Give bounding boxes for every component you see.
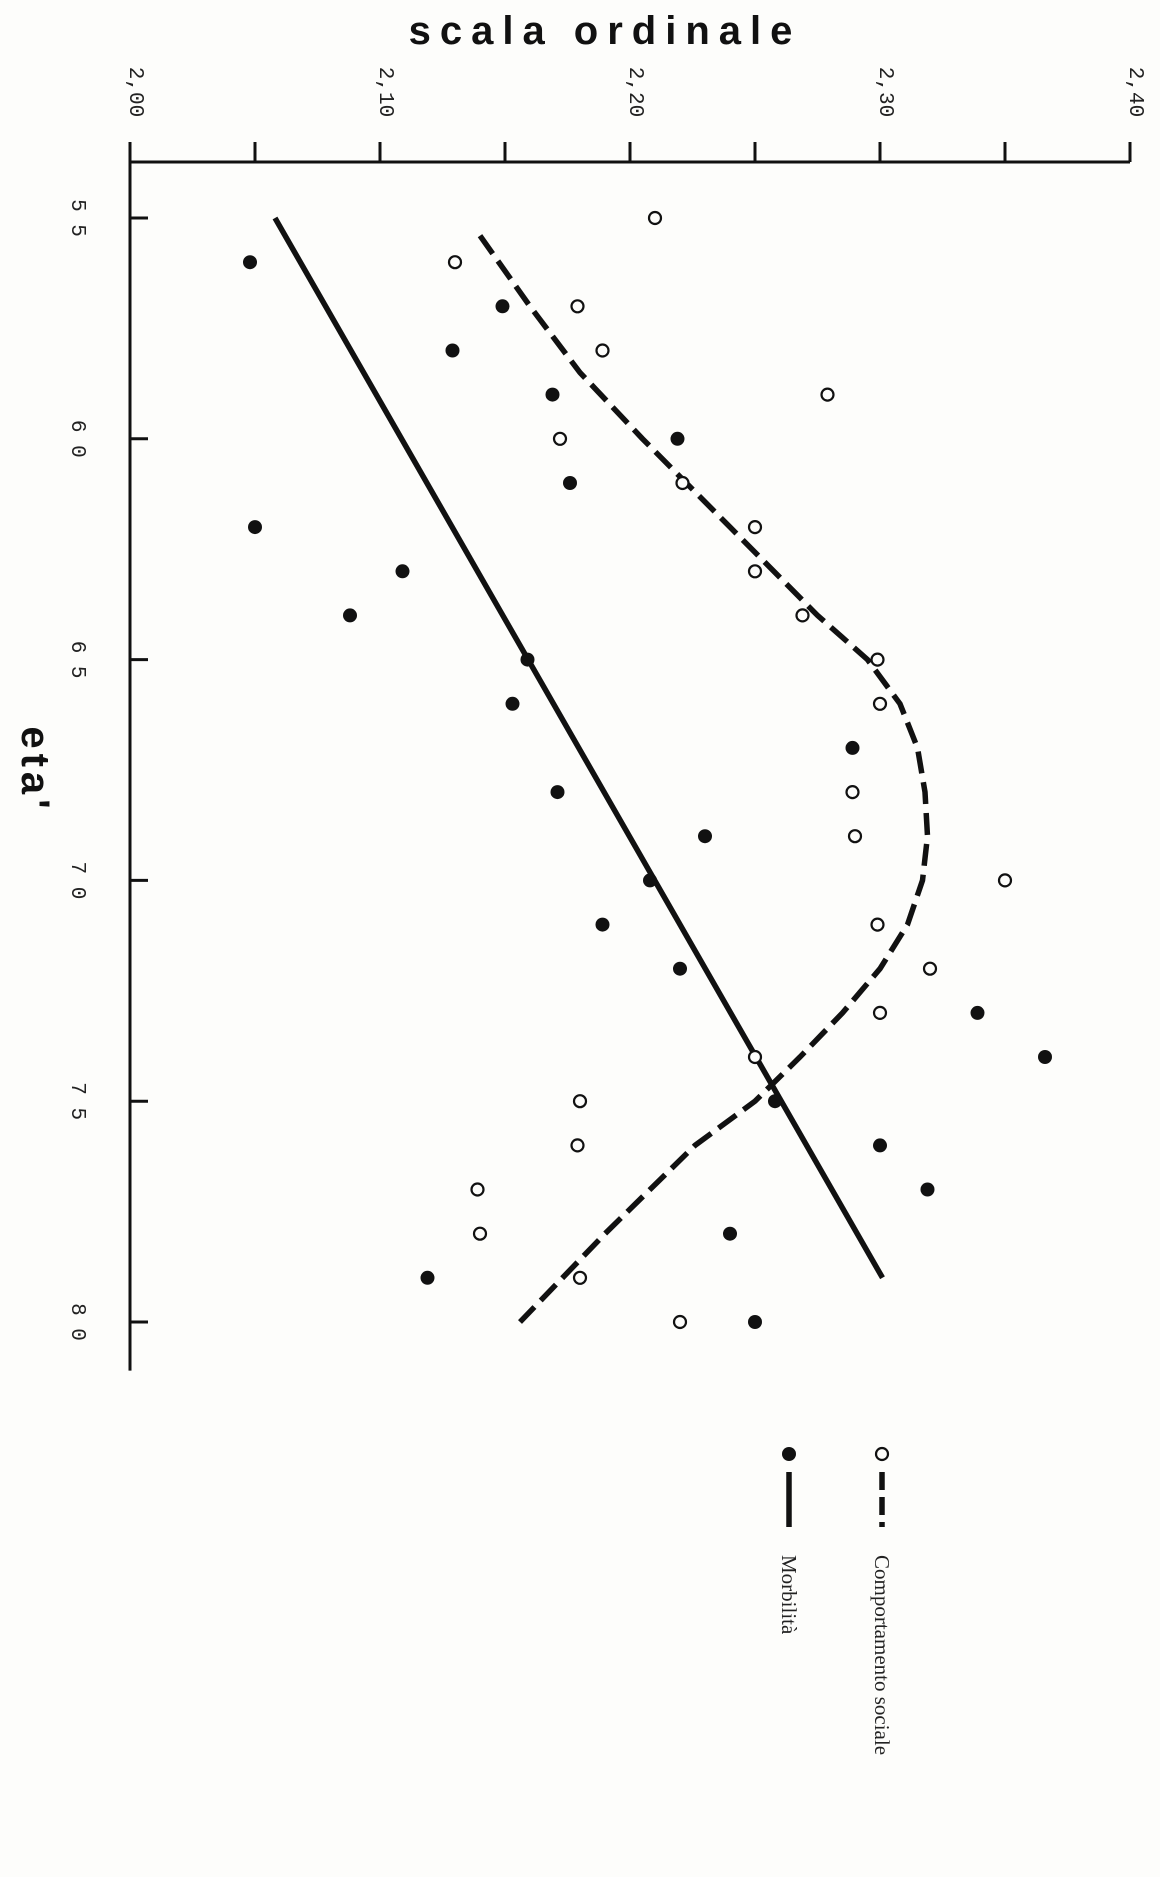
- value-tick-label: 2,30: [873, 67, 896, 117]
- morbidity-point: [520, 652, 535, 667]
- social-behaviour-point: [447, 255, 463, 270]
- data-points: [243, 210, 1052, 1330]
- legend-marker: [874, 1446, 890, 1462]
- social-behaviour-point: [572, 1094, 588, 1109]
- age-tick-label: 7 0: [65, 861, 88, 899]
- morbidity-point: [698, 829, 712, 844]
- legend-label: Morbilità: [777, 1555, 801, 1635]
- social-behaviour-point: [820, 387, 835, 402]
- social-behaviour-point: [747, 1049, 763, 1065]
- morbidity-point: [768, 1094, 782, 1109]
- legend: Morbilità Comportamento sociale: [777, 1446, 894, 1755]
- social-behaviour-point: [747, 564, 763, 579]
- morbidity-point: [920, 1182, 935, 1197]
- morbidity-point: [495, 299, 510, 314]
- social-behaviour-point: [572, 1270, 588, 1285]
- social-behaviour-point: [552, 431, 568, 446]
- morbidity-point: [970, 1005, 985, 1020]
- social-behaviour-point: [672, 1314, 688, 1330]
- morbidity-point: [748, 1315, 762, 1329]
- social-behaviour-point: [845, 784, 860, 800]
- morbidity-point: [545, 387, 560, 402]
- legend-marker: [782, 1447, 796, 1461]
- social-behaviour-point: [922, 961, 938, 976]
- morbidity-point: [550, 785, 565, 800]
- social-behaviour-point: [997, 873, 1013, 888]
- social-behaviour-point: [795, 608, 810, 623]
- morbidity-point: [445, 343, 460, 358]
- social-behaviour-point: [870, 652, 885, 667]
- social-behaviour-point: [872, 696, 888, 711]
- morbidity-point: [243, 255, 257, 270]
- legend-label: Comportamento sociale: [870, 1555, 894, 1755]
- social-behaviour-point: [647, 210, 663, 226]
- value-tick-label: 2,20: [623, 67, 646, 117]
- morbidity-point: [563, 476, 577, 490]
- value-tick-label: 2,40: [1123, 67, 1146, 117]
- social-behaviour-point: [470, 1182, 485, 1197]
- age-axis-title: eta': [13, 726, 57, 813]
- age-axis-ticks: 5 5 6 0 6 5 7 0 7 5 8 0: [65, 199, 148, 1341]
- morbidity-point: [420, 1270, 435, 1285]
- value-tick-label: 2,10: [373, 67, 396, 117]
- social-behaviour-point: [870, 917, 885, 932]
- morbidity-point: [343, 608, 357, 623]
- morbidity-point: [670, 431, 685, 446]
- morbidity-fit-line: [272, 216, 885, 1280]
- fit-lines: [272, 216, 931, 1324]
- social-behaviour-point: [675, 475, 690, 491]
- morbidity-point: [505, 696, 520, 711]
- morbidity-point: [723, 1226, 737, 1241]
- morbidity-point: [248, 520, 262, 535]
- social-behaviour-point: [595, 343, 610, 358]
- social-behaviour-point: [570, 1138, 585, 1153]
- morbidity-point: [643, 873, 657, 888]
- social-behaviour-point: [747, 519, 763, 535]
- axes: [128, 160, 1130, 1371]
- value-axis-title: scala ordinale: [409, 9, 802, 53]
- value-axis-ticks: 2,00 2,10 2,20 2,30 2,40: [123, 67, 1146, 162]
- age-tick-label: 7 5: [65, 1082, 88, 1120]
- social-behaviour-point: [472, 1226, 488, 1241]
- age-tick-label: 6 0: [65, 420, 88, 458]
- social-behaviour-point: [847, 829, 863, 844]
- morbidity-point: [845, 740, 860, 755]
- value-tick-label: 2,00: [123, 67, 146, 117]
- social-behaviour-fit-line: [477, 234, 931, 1324]
- morbidity-point: [595, 917, 610, 932]
- age-tick-label: 8 0: [65, 1303, 88, 1341]
- morbidity-point: [1038, 1050, 1052, 1064]
- age-tick-label: 6 5: [65, 641, 88, 679]
- social-behaviour-point: [872, 1005, 888, 1021]
- social-behaviour-point: [570, 299, 585, 314]
- morbidity-point: [395, 564, 410, 579]
- morbidity-point: [673, 961, 687, 976]
- morbidity-point: [873, 1138, 887, 1153]
- age-tick-label: 5 5: [65, 199, 88, 237]
